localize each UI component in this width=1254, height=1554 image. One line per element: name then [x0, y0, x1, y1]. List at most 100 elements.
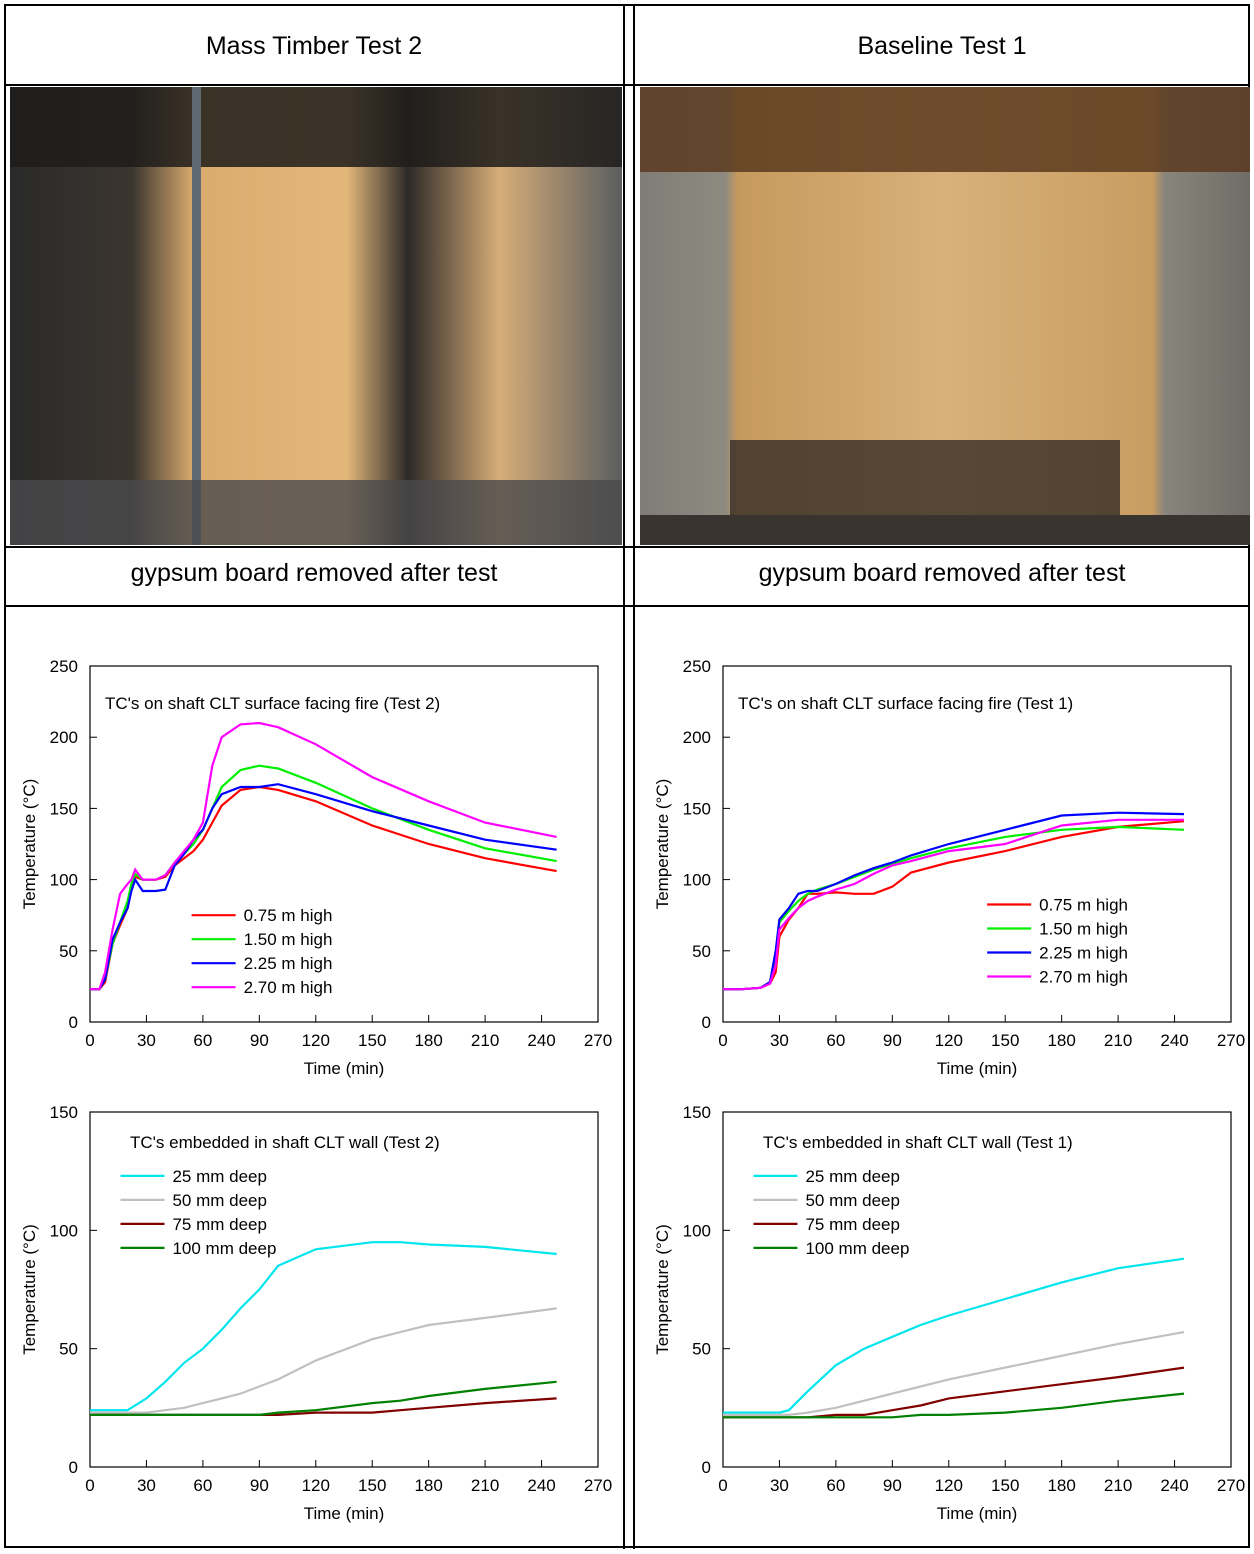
- y-tick-label: 0: [69, 1458, 78, 1477]
- y-tick-label: 200: [683, 728, 711, 747]
- y-tick-label: 50: [692, 1340, 711, 1359]
- legend-label: 1.50 m high: [1039, 920, 1128, 939]
- plot-frame: [722, 1111, 1232, 1468]
- legend-label: 75 mm deep: [805, 1215, 900, 1234]
- photo-left: [10, 87, 622, 545]
- x-tick-label: 0: [718, 1031, 727, 1050]
- column-title: Baseline Test 1: [857, 32, 1026, 60]
- legend-label: 25 mm deep: [805, 1167, 900, 1186]
- data-line: [90, 1307, 557, 1414]
- x-tick-label: 180: [1047, 1476, 1075, 1495]
- legend-label: 100 mm deep: [172, 1239, 276, 1258]
- x-tick-label: 90: [883, 1031, 902, 1050]
- x-tick-label: 0: [85, 1476, 94, 1495]
- x-tick-label: 60: [193, 1476, 212, 1495]
- legend-label: 2.25 m high: [244, 954, 333, 973]
- photo-caption: gypsum board removed after test: [131, 559, 498, 587]
- y-tick-label: 150: [683, 1103, 711, 1122]
- x-axis-label: Time (min): [937, 1504, 1018, 1523]
- data-line: [723, 1257, 1185, 1414]
- x-tick-label: 270: [1217, 1031, 1245, 1050]
- y-tick-label: 100: [683, 871, 711, 890]
- x-tick-label: 210: [1104, 1476, 1132, 1495]
- x-tick-label: 150: [991, 1476, 1019, 1495]
- legend-label: 50 mm deep: [805, 1191, 900, 1210]
- x-tick-label: 30: [770, 1031, 789, 1050]
- data-line: [90, 1380, 557, 1416]
- data-line: [90, 1397, 557, 1416]
- y-tick-label: 250: [50, 657, 78, 676]
- x-tick-label: 30: [137, 1031, 156, 1050]
- data-line: [723, 1331, 1185, 1416]
- legend-label: 25 mm deep: [172, 1167, 266, 1186]
- legend-label: 2.70 m high: [1039, 968, 1128, 987]
- x-tick-label: 120: [302, 1031, 330, 1050]
- x-tick-label: 0: [718, 1476, 727, 1495]
- x-tick-label: 60: [826, 1476, 845, 1495]
- legend-label: 50 mm deep: [172, 1191, 266, 1210]
- x-tick-label: 0: [85, 1031, 94, 1050]
- x-tick-label: 90: [250, 1476, 269, 1495]
- y-axis-label: Temperature (°C): [20, 779, 39, 910]
- plot-frame: [89, 665, 599, 1023]
- x-tick-label: 30: [137, 1476, 156, 1495]
- data-line: [90, 721, 557, 991]
- y-tick-label: 250: [683, 657, 711, 676]
- x-tick-label: 210: [471, 1031, 499, 1050]
- chart-annotation: TC's on shaft CLT surface facing fire (T…: [738, 694, 1073, 713]
- photo-right: [640, 87, 1250, 545]
- x-tick-label: 120: [302, 1476, 330, 1495]
- x-tick-label: 270: [584, 1476, 612, 1495]
- x-tick-label: 90: [883, 1476, 902, 1495]
- y-axis-label: Temperature (°C): [653, 1224, 672, 1355]
- y-tick-label: 100: [50, 871, 78, 890]
- y-axis-label: Temperature (°C): [20, 1224, 39, 1355]
- column-title: Mass Timber Test 2: [206, 32, 422, 60]
- y-tick-label: 200: [50, 728, 78, 747]
- x-tick-label: 240: [1160, 1031, 1188, 1050]
- x-tick-label: 270: [584, 1031, 612, 1050]
- x-tick-label: 210: [471, 1476, 499, 1495]
- x-axis-label: Time (min): [937, 1059, 1018, 1078]
- photo-caption: gypsum board removed after test: [759, 559, 1126, 587]
- legend-label: 0.75 m high: [1039, 896, 1128, 915]
- x-tick-label: 60: [193, 1031, 212, 1050]
- x-tick-label: 180: [414, 1031, 442, 1050]
- plot-frame: [722, 665, 1232, 1023]
- y-tick-label: 50: [692, 942, 711, 961]
- y-tick-label: 150: [50, 1103, 78, 1122]
- chart-annotation: TC's on shaft CLT surface facing fire (T…: [105, 694, 440, 713]
- x-tick-label: 150: [358, 1476, 386, 1495]
- y-tick-label: 150: [683, 799, 711, 818]
- data-line: [90, 783, 557, 991]
- y-tick-label: 100: [683, 1221, 711, 1240]
- y-tick-label: 50: [59, 1340, 78, 1359]
- data-line: [90, 1241, 557, 1412]
- x-tick-label: 240: [527, 1031, 555, 1050]
- x-tick-label: 150: [991, 1031, 1019, 1050]
- x-tick-label: 180: [1047, 1031, 1075, 1050]
- data-line: [723, 818, 1184, 991]
- y-tick-label: 0: [702, 1458, 711, 1477]
- x-tick-label: 180: [414, 1476, 442, 1495]
- legend-label: 0.75 m high: [244, 906, 333, 925]
- x-tick-label: 210: [1104, 1031, 1132, 1050]
- x-tick-label: 240: [1160, 1476, 1188, 1495]
- x-tick-label: 30: [770, 1476, 789, 1495]
- y-tick-label: 0: [69, 1013, 78, 1032]
- chart-annotation: TC's embedded in shaft CLT wall (Test 2): [130, 1133, 440, 1152]
- plot-frame: [89, 1111, 599, 1468]
- x-tick-label: 120: [935, 1476, 963, 1495]
- data-line: [723, 1366, 1185, 1419]
- chart-annotation: TC's embedded in shaft CLT wall (Test 1): [763, 1133, 1073, 1152]
- y-tick-label: 100: [50, 1221, 78, 1240]
- x-axis-label: Time (min): [304, 1504, 385, 1523]
- y-tick-label: 50: [59, 942, 78, 961]
- legend-label: 100 mm deep: [805, 1239, 909, 1258]
- x-tick-label: 60: [826, 1031, 845, 1050]
- y-tick-label: 0: [702, 1013, 711, 1032]
- legend-label: 1.50 m high: [244, 930, 333, 949]
- y-axis-label: Temperature (°C): [653, 779, 672, 910]
- x-tick-label: 270: [1217, 1476, 1245, 1495]
